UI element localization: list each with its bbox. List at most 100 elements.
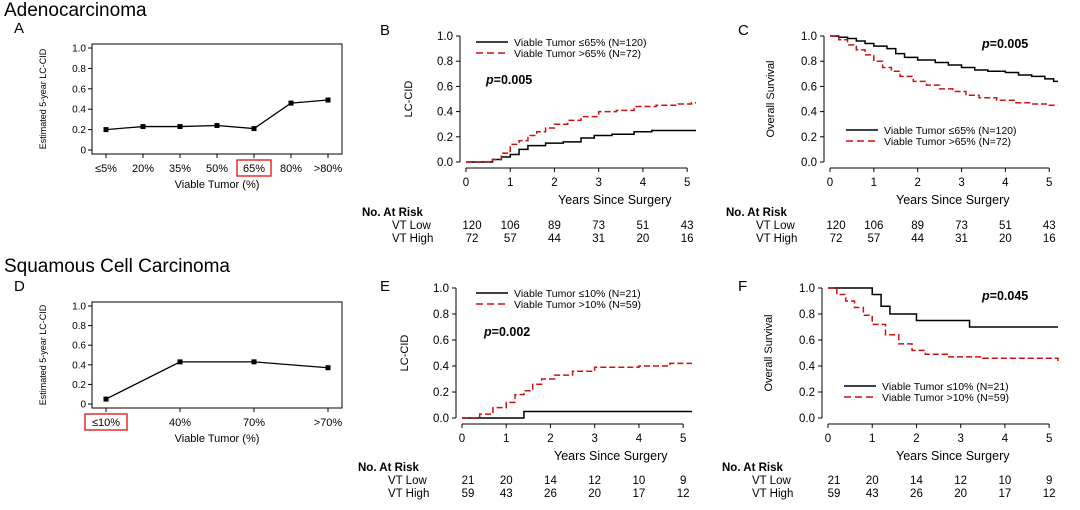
x-tick-label-a: 80%	[280, 163, 302, 175]
data-point-d	[177, 359, 183, 365]
y-tick-label-c: 0.2	[801, 132, 817, 144]
legend-label-c-low: Viable Tumor ≤65% (N=120)	[884, 125, 1017, 137]
y-axis-title-b: LC-CID	[403, 81, 415, 118]
risk-row-label: VT High	[756, 233, 798, 245]
risk-row-label: VT Low	[752, 475, 791, 487]
risk-value: 20	[499, 475, 513, 487]
risk-row-c-low: VT Low 120 106 89 73 51 43	[726, 220, 1066, 233]
risk-value: 59	[461, 488, 475, 500]
risk-value: 43	[680, 220, 694, 232]
risk-row-f-low: VT Low 21 20 14 12 10 9	[722, 475, 1062, 488]
x-tick-label-a: ≤5%	[95, 163, 117, 175]
risk-value: 17	[632, 488, 646, 500]
risk-value: 120	[462, 220, 482, 232]
y-tick-label-a: 0.2	[72, 125, 86, 136]
risk-row-e-low: VT Low 21 20 14 12 10 9	[358, 475, 698, 488]
series-line-d	[105, 361, 329, 400]
y-tick-label-e: 0.6	[433, 335, 449, 347]
x-axis-title-f: Years Since Surgery	[896, 449, 1010, 463]
risk-value: 57	[503, 233, 517, 245]
x-axis-title-c: Years Since Surgery	[896, 193, 1010, 207]
x-tick-label-f: 4	[1002, 433, 1009, 445]
risk-value: 16	[1042, 233, 1056, 245]
y-tick-label-d: 0.2	[72, 380, 86, 391]
y-axis-title-d: Estimated 5-year LC-CID	[38, 304, 48, 405]
km-curve-b-low	[466, 129, 696, 163]
risk-value: 31	[592, 233, 606, 245]
risk-value: 59	[827, 488, 841, 500]
x-tick-label-b: 2	[551, 177, 557, 189]
x-axis-title-b: Years Since Surgery	[558, 193, 672, 207]
y-tick-label-f: 1.0	[799, 283, 815, 295]
risk-value: 72	[829, 233, 843, 245]
risk-value: 106	[864, 220, 884, 232]
risk-value: 20	[954, 488, 968, 500]
section-title-adenocarcinoma: Adenocarcinoma	[4, 0, 147, 21]
plot-frame-d	[91, 301, 343, 409]
risk-value: 10	[632, 475, 646, 487]
y-tick-label-b: 1.0	[437, 31, 453, 43]
legend-label-e-high: Viable Tumor >10% (N=59)	[514, 299, 641, 311]
p-value-b: p=0.005	[485, 73, 532, 87]
km-curve-b-high	[466, 102, 696, 163]
risk-value: 21	[461, 475, 475, 487]
x-axis-title-a: Viable Tumor (%)	[175, 179, 260, 191]
data-point-d	[103, 396, 109, 402]
risk-row-label: VT High	[752, 488, 794, 500]
legend-label-b-high: Viable Tumor >65% (N=72)	[514, 48, 641, 60]
risk-value: 51	[636, 220, 650, 232]
risk-value: 89	[548, 220, 561, 232]
data-point-a	[177, 124, 183, 130]
x-tick-label-f: 2	[913, 433, 919, 445]
risk-value: 14	[544, 475, 557, 487]
risk-table-title-e: No. At Risk	[358, 462, 419, 474]
y-tick-label-d: 1.0	[72, 302, 86, 313]
x-tick-label-e: 3	[591, 433, 597, 445]
y-tick-label-c: 0.0	[801, 157, 817, 169]
x-tick-label-f: 0	[825, 433, 831, 445]
risk-value: 14	[910, 475, 923, 487]
y-tick-label-f: 0.2	[799, 387, 815, 399]
x-tick-label-c: 4	[1002, 177, 1009, 189]
risk-value: 20	[865, 475, 879, 487]
km-curve-f-low	[828, 287, 1058, 328]
y-tick-label-b: 0.2	[437, 132, 453, 144]
km-curve-f-high	[828, 287, 1059, 363]
panel-label-a: A	[14, 20, 25, 37]
risk-row-c-high: VT High 72 57 44 31 20 16	[726, 233, 1066, 246]
x-tick-label-a: 50%	[206, 163, 228, 175]
risk-value: 12	[1042, 488, 1056, 500]
data-point-a	[325, 97, 331, 103]
risk-table-e: No. At Risk VT Low 21 20 14 12 10 9 VT High 59 43 2…	[358, 462, 698, 504]
km-curve-c-low	[830, 35, 1058, 83]
y-tick-label-a: 0.6	[72, 84, 86, 95]
x-axis-title-d: Viable Tumor (%)	[175, 433, 260, 445]
x-tick-label-d: 40%	[169, 417, 191, 429]
y-tick-label-f: 0.0	[799, 413, 815, 425]
p-value-f: p=0.045	[981, 289, 1028, 303]
risk-value: 20	[998, 233, 1012, 245]
y-tick-label-f: 0.8	[799, 309, 815, 321]
x-tick-label-e: 4	[636, 433, 643, 445]
y-tick-label-f: 0.6	[799, 335, 815, 347]
legend-label-f-high: Viable Tumor >10% (N=59)	[882, 392, 1009, 404]
risk-table-b: No. At Risk VT Low 120 106 89 73 51 43 VT High 72…	[362, 207, 702, 249]
legend-label-b-low: Viable Tumor ≤65% (N=120)	[514, 37, 647, 49]
km-curve-e-low	[462, 410, 692, 419]
data-point-a	[214, 123, 220, 129]
risk-value: 44	[911, 233, 925, 245]
y-axis-title-e: LC-CID	[399, 335, 411, 372]
y-tick-label-b: 0.8	[437, 56, 453, 68]
risk-row-label: VT Low	[388, 475, 427, 487]
risk-row-b-low: VT Low 120 106 89 73 51 43	[362, 220, 702, 233]
y-tick-label-c: 0.8	[801, 56, 817, 68]
x-tick-label-d: 70%	[243, 417, 265, 429]
risk-value: 26	[544, 488, 557, 500]
risk-value: 26	[910, 488, 923, 500]
risk-value: 106	[500, 220, 520, 232]
p-value-e: p=0.002	[483, 325, 530, 339]
y-tick-label-b: 0.6	[437, 81, 453, 93]
x-tick-label-c: 5	[1046, 177, 1052, 189]
risk-value: 51	[998, 220, 1012, 232]
